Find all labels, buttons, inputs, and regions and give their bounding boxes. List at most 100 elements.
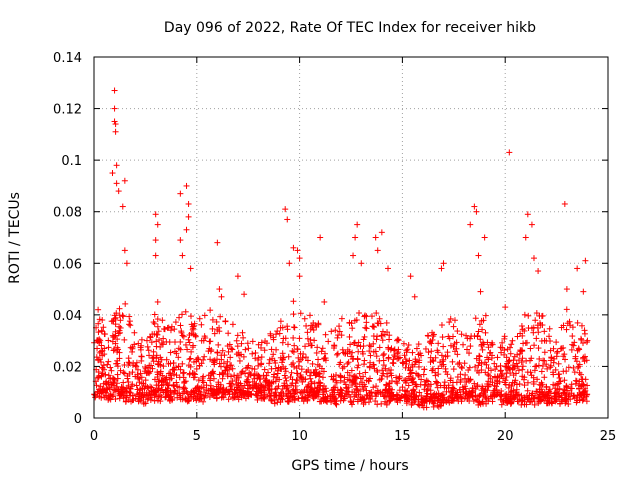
data-point [160, 363, 167, 370]
data-point [213, 395, 220, 402]
y-tick-label: 0.14 [53, 51, 82, 66]
data-point [290, 334, 297, 341]
data-point [533, 310, 540, 317]
data-point [236, 357, 243, 364]
data-point [396, 387, 403, 394]
data-point [275, 364, 282, 371]
data-point [362, 312, 369, 319]
data-point [485, 383, 492, 390]
data-point [98, 327, 105, 334]
data-point [122, 398, 129, 405]
data-point [225, 396, 232, 403]
data-point [310, 327, 317, 334]
data-point [334, 350, 341, 357]
data-point [296, 335, 303, 342]
data-point [407, 367, 414, 374]
data-point [447, 342, 454, 349]
data-point [475, 362, 482, 369]
data-point [339, 346, 346, 353]
data-point [98, 348, 105, 355]
data-point [523, 357, 530, 364]
data-point [363, 319, 370, 326]
data-point [268, 346, 275, 353]
data-point [524, 387, 531, 394]
x-tick-label: 10 [291, 429, 308, 444]
data-point [532, 317, 539, 324]
data-point [101, 345, 108, 352]
data-point [279, 339, 286, 346]
data-point [543, 361, 550, 368]
data-point [439, 334, 446, 341]
data-point [175, 363, 182, 370]
data-point [201, 353, 208, 360]
data-point [553, 397, 560, 404]
data-point [410, 387, 417, 394]
data-point [240, 334, 247, 341]
data-point [420, 371, 427, 378]
data-point [350, 340, 357, 347]
data-point [538, 368, 545, 375]
data-point [515, 367, 522, 374]
data-point [538, 313, 545, 320]
data-point [583, 398, 590, 405]
data-point [409, 361, 416, 368]
data-point [159, 317, 166, 324]
data-point [121, 370, 128, 377]
data-point [177, 338, 184, 345]
data-point [463, 379, 470, 386]
data-point [557, 400, 564, 407]
data-point [304, 329, 311, 336]
y-tick-label: 0.04 [53, 309, 82, 324]
data-point [521, 382, 528, 389]
data-point [233, 337, 240, 344]
data-point [458, 363, 465, 370]
data-point [336, 323, 343, 330]
data-point [145, 347, 152, 354]
data-point [444, 371, 451, 378]
data-point [314, 344, 321, 351]
data-point [240, 353, 247, 360]
data-point [430, 358, 437, 365]
data-point [372, 398, 379, 405]
data-point [460, 341, 467, 348]
data-point [207, 356, 214, 363]
data-point [344, 360, 351, 367]
data-point [395, 375, 402, 382]
data-point [213, 318, 220, 325]
data-point [94, 345, 101, 352]
data-point [234, 332, 241, 339]
data-point [167, 349, 174, 356]
data-point [302, 343, 309, 350]
x-tick-label: 25 [600, 429, 617, 444]
data-point [501, 333, 508, 340]
x-tick-label: 5 [193, 429, 201, 444]
data-point [451, 348, 458, 355]
y-tick-label: 0 [74, 412, 82, 427]
data-point [561, 377, 568, 384]
data-point [491, 360, 498, 367]
data-point [543, 337, 550, 344]
data-point [249, 338, 256, 345]
data-point [115, 330, 122, 337]
data-point [427, 381, 434, 388]
data-point [511, 353, 518, 360]
data-point [531, 342, 538, 349]
data-point [485, 365, 492, 372]
data-point [346, 333, 353, 340]
data-point [355, 391, 362, 398]
data-point [173, 350, 180, 357]
data-point [182, 341, 189, 348]
data-point [95, 374, 102, 381]
data-point [378, 400, 385, 407]
data-point [370, 348, 377, 355]
data-point [376, 315, 383, 322]
data-point [482, 369, 489, 376]
data-point [274, 399, 281, 406]
data-point [249, 350, 256, 357]
data-point [453, 345, 460, 352]
data-point [209, 325, 216, 332]
data-point [209, 392, 216, 399]
data-point [498, 401, 505, 408]
data-point [532, 363, 539, 370]
data-point [338, 315, 345, 322]
